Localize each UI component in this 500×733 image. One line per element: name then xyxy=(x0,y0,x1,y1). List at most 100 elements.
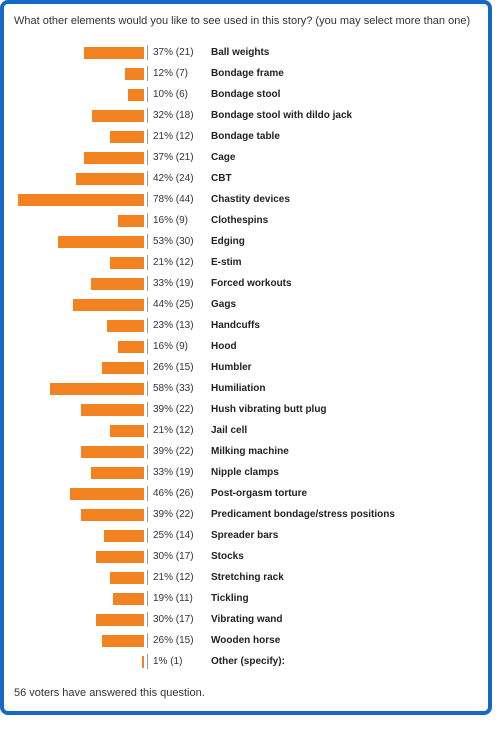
poll-label: Bondage table xyxy=(211,131,280,142)
bar-container xyxy=(14,425,144,437)
row-divider xyxy=(147,381,148,396)
poll-row: 39% (22)Hush vibrating butt plug xyxy=(14,400,480,419)
poll-bar xyxy=(81,446,144,458)
poll-pct: 39% (22) xyxy=(153,509,207,520)
poll-label: Humbler xyxy=(211,362,252,373)
row-divider xyxy=(147,633,148,648)
poll-pct: 10% (6) xyxy=(153,89,207,100)
row-divider xyxy=(147,276,148,291)
poll-row: 53% (30)Edging xyxy=(14,232,480,251)
poll-bar xyxy=(102,362,144,374)
bar-container xyxy=(14,89,144,101)
poll-pct: 25% (14) xyxy=(153,530,207,541)
bar-container xyxy=(14,68,144,80)
bar-container xyxy=(14,551,144,563)
row-divider xyxy=(147,45,148,60)
poll-row: 21% (12)Stretching rack xyxy=(14,568,480,587)
poll-pct: 21% (12) xyxy=(153,131,207,142)
poll-pct: 46% (26) xyxy=(153,488,207,499)
poll-pct: 12% (7) xyxy=(153,68,207,79)
poll-label: Tickling xyxy=(211,593,249,604)
bar-container xyxy=(14,236,144,248)
poll-pct: 26% (15) xyxy=(153,362,207,373)
bar-container xyxy=(14,215,144,227)
poll-label: Nipple clamps xyxy=(211,467,279,478)
poll-pct: 26% (15) xyxy=(153,635,207,646)
poll-row: 16% (9)Clothespins xyxy=(14,211,480,230)
poll-row: 26% (15)Wooden horse xyxy=(14,631,480,650)
poll-label: Bondage frame xyxy=(211,68,284,79)
poll-pct: 21% (12) xyxy=(153,425,207,436)
poll-bar xyxy=(128,89,144,101)
poll-label: Jail cell xyxy=(211,425,247,436)
poll-bar xyxy=(107,320,144,332)
poll-question: What other elements would you like to se… xyxy=(14,14,480,29)
poll-pct: 30% (17) xyxy=(153,551,207,562)
poll-label: Stocks xyxy=(211,551,244,562)
row-divider xyxy=(147,507,148,522)
poll-label: Vibrating wand xyxy=(211,614,283,625)
poll-label: Post-orgasm torture xyxy=(211,488,307,499)
poll-pct: 44% (25) xyxy=(153,299,207,310)
poll-bar xyxy=(91,278,144,290)
row-divider xyxy=(147,129,148,144)
bar-container xyxy=(14,488,144,500)
poll-bar xyxy=(118,215,144,227)
poll-label: Other (specify): xyxy=(211,656,285,667)
poll-label: Edging xyxy=(211,236,245,247)
row-divider xyxy=(147,486,148,501)
bar-container xyxy=(14,131,144,143)
bar-container xyxy=(14,299,144,311)
bar-container xyxy=(14,635,144,647)
poll-pct: 30% (17) xyxy=(153,614,207,625)
poll-row: 30% (17) Stocks xyxy=(14,547,480,566)
poll-label: E-stim xyxy=(211,257,242,268)
poll-row: 33% (19)Nipple clamps xyxy=(14,463,480,482)
poll-row: 37% (21) Ball weights xyxy=(14,43,480,62)
poll-bar xyxy=(110,257,144,269)
poll-row: 33% (19)Forced workouts xyxy=(14,274,480,293)
row-divider xyxy=(147,654,148,669)
row-divider xyxy=(147,213,148,228)
row-divider xyxy=(147,591,148,606)
poll-pct: 32% (18) xyxy=(153,110,207,121)
poll-row: 39% (22)Milking machine xyxy=(14,442,480,461)
poll-row: 10% (6)Bondage stool xyxy=(14,85,480,104)
poll-pct: 37% (21) xyxy=(153,47,207,58)
poll-pct: 42% (24) xyxy=(153,173,207,184)
poll-bar xyxy=(81,404,144,416)
poll-pct: 21% (12) xyxy=(153,572,207,583)
bar-container xyxy=(14,530,144,542)
poll-frame: What other elements would you like to se… xyxy=(0,0,492,715)
poll-pct: 21% (12) xyxy=(153,257,207,268)
row-divider xyxy=(147,108,148,123)
poll-label: Cage xyxy=(211,152,235,163)
poll-bar xyxy=(92,110,144,122)
poll-footer: 56 voters have answered this question. xyxy=(14,687,480,699)
poll-row: 21% (12) Bondage table xyxy=(14,127,480,146)
poll-row: 1% (1)Other (specify): xyxy=(14,652,480,671)
poll-pct: 16% (9) xyxy=(153,341,207,352)
poll-pct: 58% (33) xyxy=(153,383,207,394)
bar-container xyxy=(14,614,144,626)
poll-bar xyxy=(91,467,144,479)
bar-container xyxy=(14,194,144,206)
poll-bar xyxy=(18,194,144,206)
poll-bar xyxy=(73,299,144,311)
poll-row: 21% (12) E-stim xyxy=(14,253,480,272)
row-divider xyxy=(147,339,148,354)
poll-label: Predicament bondage/stress positions xyxy=(211,509,395,520)
poll-label: Ball weights xyxy=(211,47,269,58)
poll-row: 19% (11)Tickling xyxy=(14,589,480,608)
row-divider xyxy=(147,255,148,270)
poll-bar xyxy=(142,656,144,668)
poll-label: Hush vibrating butt plug xyxy=(211,404,327,415)
poll-label: Gags xyxy=(211,299,236,310)
bar-container xyxy=(14,152,144,164)
row-divider xyxy=(147,192,148,207)
bar-container xyxy=(14,572,144,584)
poll-label: Humiliation xyxy=(211,383,265,394)
poll-row: 23% (13)Handcuffs xyxy=(14,316,480,335)
bar-container xyxy=(14,467,144,479)
poll-row: 46% (26) Post-orgasm torture xyxy=(14,484,480,503)
